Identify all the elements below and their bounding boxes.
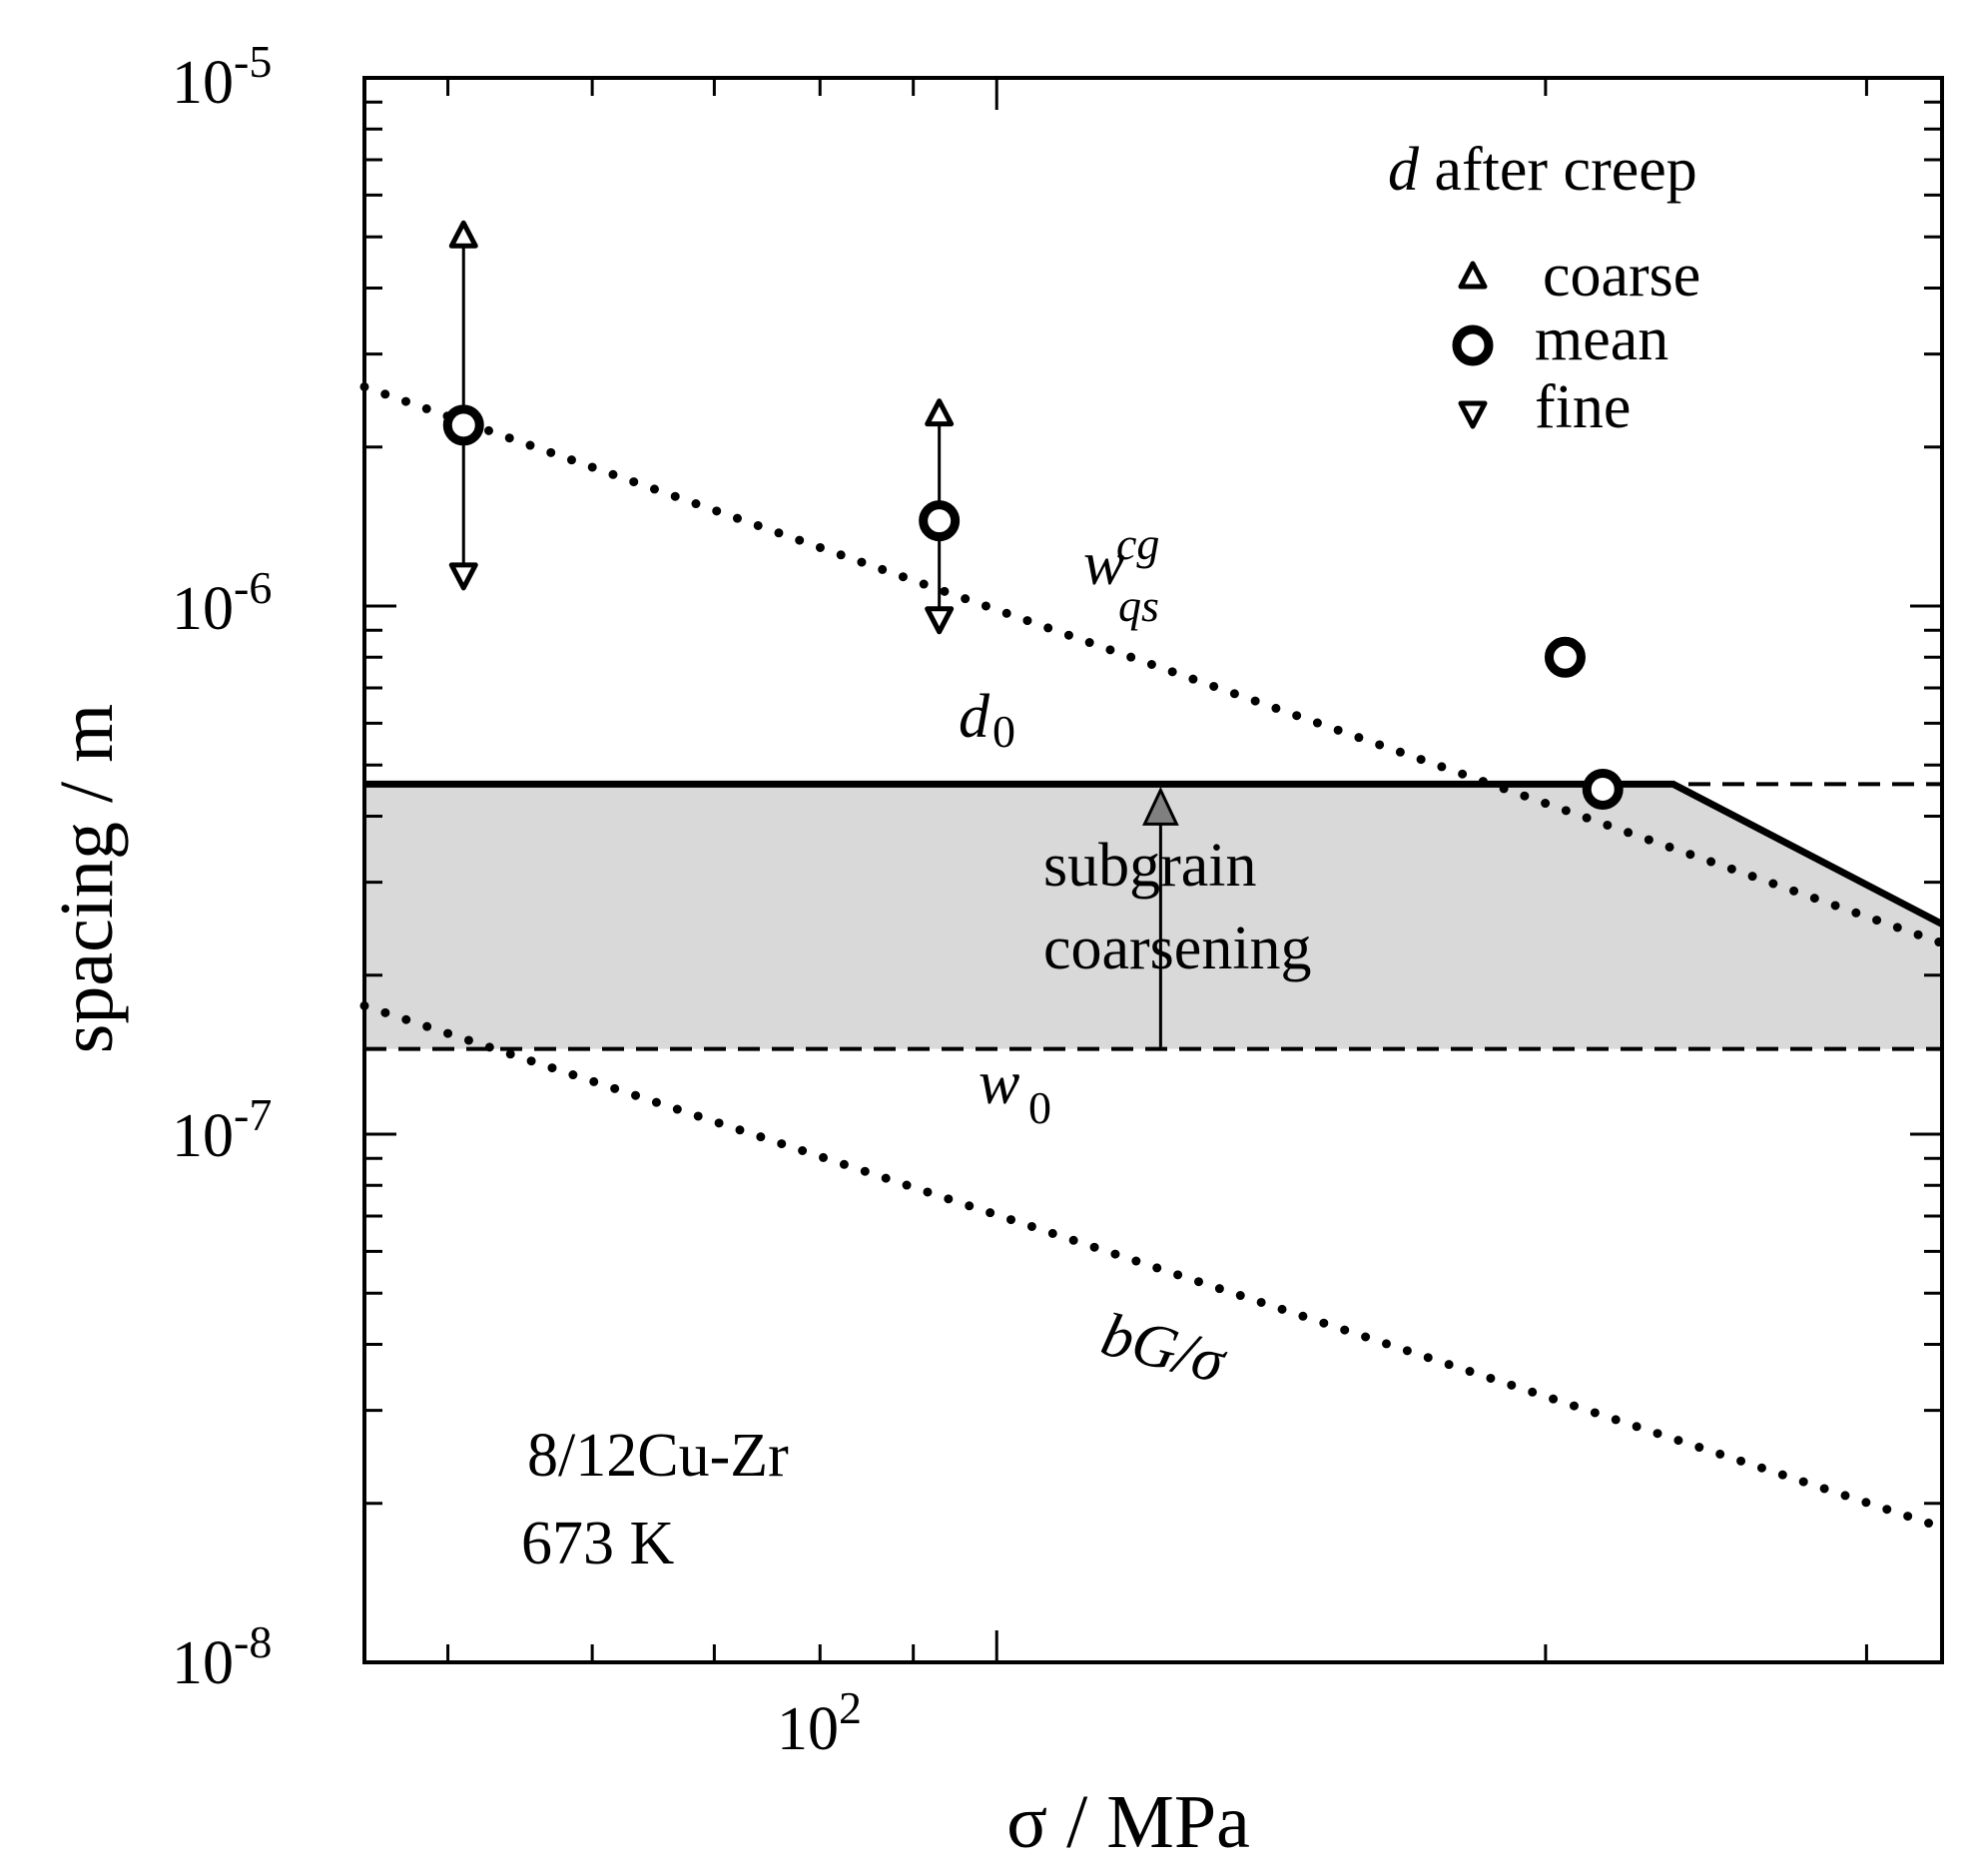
- line-bg-: [359, 1000, 1947, 1533]
- legend-label-mean: mean: [1535, 306, 1668, 373]
- axis-ticks: [364, 76, 1942, 1664]
- line-w-qs-cg: [359, 381, 1947, 948]
- w0-sub: 0: [1028, 1082, 1051, 1133]
- wqs-cg-label: w: [1083, 530, 1124, 598]
- x-axis-title: σ / MPa: [1006, 1780, 1250, 1864]
- point-fine: [925, 606, 955, 635]
- data-markers: [442, 220, 1624, 810]
- ytick-label-1e-6: 10-6: [172, 562, 272, 643]
- legend-label-coarse: coarse: [1543, 242, 1700, 310]
- ytick-label-1e-8: 10-8: [172, 1616, 272, 1697]
- legend-markers: [1452, 261, 1494, 429]
- subgrain-coarsening-region: [364, 784, 1942, 1049]
- w0-label: w: [979, 1049, 1019, 1117]
- legend-marker-mean: [1452, 324, 1494, 366]
- d0-label: d: [959, 683, 990, 751]
- point-fine: [448, 562, 478, 591]
- ytick-label-1e-7: 10-7: [172, 1089, 272, 1170]
- xtick-label-100: 102: [777, 1682, 862, 1763]
- coarsening-arrow: [1142, 786, 1179, 1047]
- point-mean: [919, 500, 961, 542]
- point-mean: [442, 404, 484, 446]
- wqs-cg-sup: cg: [1116, 518, 1159, 569]
- legend-marker-fine: [1458, 400, 1488, 429]
- plot-frame: [362, 76, 1944, 1664]
- wqs-cg-sub: qs: [1118, 580, 1159, 631]
- point-coarse: [925, 398, 955, 427]
- bg-sigma-label: bG/σ: [1095, 1301, 1234, 1397]
- y-axis-title: spacing / m: [45, 704, 129, 1053]
- legend-label-fine: fine: [1535, 373, 1631, 441]
- arrow-head: [1142, 786, 1179, 826]
- point-mean: [1582, 768, 1624, 810]
- temperature-label: 673 K: [521, 1510, 675, 1577]
- d0-sub: 0: [992, 706, 1015, 757]
- point-mean: [1544, 636, 1586, 678]
- legend-title: d after creep: [1388, 136, 1697, 204]
- point-coarse: [448, 220, 478, 249]
- coarsening-label: coarsening: [1043, 915, 1312, 982]
- material-label: 8/12Cu-Zr: [527, 1422, 789, 1490]
- subgrain-label: subgrain: [1043, 832, 1257, 900]
- ytick-label-1e-5: 10-5: [172, 36, 272, 117]
- lines-layer: [359, 381, 1947, 1533]
- legend-marker-coarse: [1458, 261, 1488, 290]
